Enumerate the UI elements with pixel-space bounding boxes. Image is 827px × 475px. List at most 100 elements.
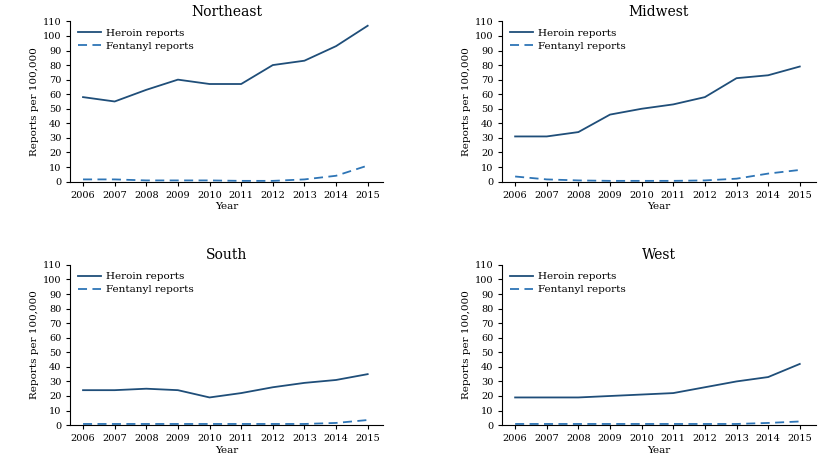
Y-axis label: Reports per 100,000: Reports per 100,000 (30, 47, 39, 156)
Fentanyl reports (173, 178, 183, 183)
Fentanyl reports (636, 178, 646, 184)
Heroin reports (236, 390, 246, 396)
Heroin reports (699, 384, 709, 390)
Heroin reports (331, 43, 341, 49)
Fentanyl reports (267, 178, 277, 184)
Heroin reports (509, 133, 519, 139)
Title: Midwest: Midwest (628, 5, 688, 19)
Fentanyl reports (267, 421, 277, 427)
Heroin reports (667, 390, 677, 396)
Line: Heroin reports: Heroin reports (83, 26, 367, 102)
Fentanyl reports (299, 421, 309, 427)
Fentanyl reports (762, 420, 772, 426)
Fentanyl reports (362, 163, 372, 169)
Fentanyl reports (204, 421, 214, 427)
Heroin reports (204, 81, 214, 87)
Heroin reports (331, 377, 341, 383)
Heroin reports (173, 77, 183, 83)
X-axis label: Year: Year (215, 202, 238, 211)
Title: Northeast: Northeast (191, 5, 262, 19)
Y-axis label: Reports per 100,000: Reports per 100,000 (461, 291, 470, 399)
Fentanyl reports (541, 421, 551, 427)
Heroin reports (605, 112, 614, 117)
Heroin reports (541, 133, 551, 139)
Title: South: South (206, 248, 247, 262)
Fentanyl reports (509, 174, 519, 180)
Legend: Heroin reports, Fentanyl reports: Heroin reports, Fentanyl reports (507, 270, 627, 296)
Fentanyl reports (78, 421, 88, 427)
Heroin reports (541, 395, 551, 400)
Fentanyl reports (573, 421, 583, 427)
Heroin reports (204, 395, 214, 400)
Fentanyl reports (541, 177, 551, 182)
Heroin reports (109, 387, 119, 393)
Fentanyl reports (236, 421, 246, 427)
Fentanyl reports (78, 177, 88, 182)
Heroin reports (667, 102, 677, 107)
Heroin reports (636, 106, 646, 112)
Line: Fentanyl reports: Fentanyl reports (83, 166, 367, 181)
Fentanyl reports (173, 421, 183, 427)
Fentanyl reports (731, 421, 741, 427)
Fentanyl reports (109, 421, 119, 427)
Fentanyl reports (667, 421, 677, 427)
Heroin reports (362, 371, 372, 377)
Line: Fentanyl reports: Fentanyl reports (83, 420, 367, 424)
Fentanyl reports (331, 173, 341, 179)
Line: Heroin reports: Heroin reports (514, 364, 799, 398)
Line: Fentanyl reports: Fentanyl reports (514, 170, 799, 181)
Heroin reports (731, 379, 741, 384)
Fentanyl reports (605, 178, 614, 184)
X-axis label: Year: Year (215, 446, 238, 455)
Heroin reports (141, 87, 151, 93)
Line: Heroin reports: Heroin reports (83, 374, 367, 398)
Fentanyl reports (699, 421, 709, 427)
Title: West: West (641, 248, 675, 262)
Fentanyl reports (667, 178, 677, 184)
Heroin reports (362, 23, 372, 28)
Fentanyl reports (141, 178, 151, 183)
Line: Heroin reports: Heroin reports (514, 66, 799, 136)
Heroin reports (236, 81, 246, 87)
Heroin reports (78, 94, 88, 100)
Heroin reports (109, 99, 119, 104)
Heroin reports (762, 374, 772, 380)
Heroin reports (299, 380, 309, 386)
Heroin reports (299, 58, 309, 64)
Heroin reports (141, 386, 151, 391)
Fentanyl reports (699, 178, 709, 183)
Fentanyl reports (109, 177, 119, 182)
Heroin reports (605, 393, 614, 399)
Line: Fentanyl reports: Fentanyl reports (514, 421, 799, 424)
Fentanyl reports (794, 167, 804, 173)
Fentanyl reports (362, 417, 372, 423)
Heroin reports (731, 76, 741, 81)
Fentanyl reports (794, 418, 804, 424)
Fentanyl reports (509, 421, 519, 427)
Heroin reports (573, 395, 583, 400)
Legend: Heroin reports, Fentanyl reports: Heroin reports, Fentanyl reports (507, 27, 627, 53)
Heroin reports (762, 72, 772, 78)
Heroin reports (509, 395, 519, 400)
Heroin reports (636, 392, 646, 398)
Fentanyl reports (762, 171, 772, 176)
Fentanyl reports (731, 176, 741, 181)
Y-axis label: Reports per 100,000: Reports per 100,000 (461, 47, 470, 156)
Fentanyl reports (236, 178, 246, 184)
Fentanyl reports (636, 421, 646, 427)
Fentanyl reports (331, 420, 341, 426)
Fentanyl reports (573, 178, 583, 183)
Heroin reports (699, 94, 709, 100)
Heroin reports (794, 361, 804, 367)
X-axis label: Year: Year (647, 202, 670, 211)
X-axis label: Year: Year (647, 446, 670, 455)
Legend: Heroin reports, Fentanyl reports: Heroin reports, Fentanyl reports (75, 27, 195, 53)
Fentanyl reports (299, 177, 309, 182)
Heroin reports (267, 384, 277, 390)
Fentanyl reports (204, 178, 214, 183)
Legend: Heroin reports, Fentanyl reports: Heroin reports, Fentanyl reports (75, 270, 195, 296)
Heroin reports (267, 62, 277, 68)
Fentanyl reports (605, 421, 614, 427)
Heroin reports (173, 387, 183, 393)
Y-axis label: Reports per 100,000: Reports per 100,000 (30, 291, 39, 399)
